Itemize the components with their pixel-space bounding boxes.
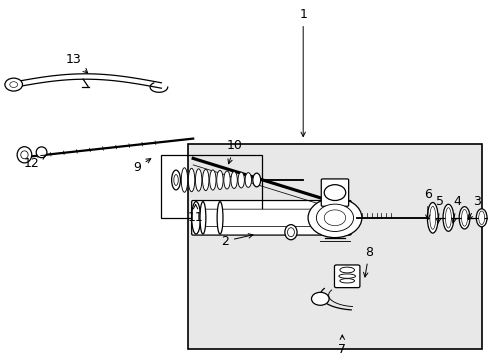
Ellipse shape (202, 170, 208, 191)
Text: 9: 9 (133, 159, 150, 174)
Ellipse shape (36, 147, 47, 158)
Ellipse shape (445, 208, 450, 228)
Ellipse shape (209, 170, 216, 190)
Text: 7: 7 (338, 335, 346, 356)
Text: 5: 5 (435, 195, 443, 223)
Ellipse shape (230, 172, 237, 189)
Ellipse shape (458, 207, 469, 229)
Ellipse shape (442, 204, 453, 231)
Ellipse shape (475, 209, 486, 227)
Circle shape (324, 210, 345, 226)
Ellipse shape (339, 279, 354, 283)
Text: 11: 11 (187, 204, 203, 224)
Circle shape (5, 78, 22, 91)
Text: 12: 12 (24, 155, 45, 170)
Bar (161, 155, 261, 218)
Ellipse shape (224, 171, 230, 189)
Circle shape (311, 292, 328, 305)
Ellipse shape (181, 168, 187, 192)
Text: 13: 13 (65, 53, 87, 73)
Ellipse shape (217, 202, 223, 234)
Ellipse shape (171, 170, 180, 190)
Ellipse shape (427, 202, 437, 233)
Ellipse shape (200, 202, 205, 234)
Ellipse shape (287, 228, 294, 237)
Ellipse shape (216, 171, 223, 189)
Ellipse shape (244, 173, 251, 188)
Ellipse shape (338, 274, 355, 278)
FancyBboxPatch shape (334, 265, 359, 288)
Circle shape (10, 82, 18, 87)
FancyBboxPatch shape (202, 209, 350, 226)
Text: 6: 6 (423, 188, 431, 219)
Text: 1: 1 (299, 8, 306, 136)
Ellipse shape (461, 210, 467, 226)
Ellipse shape (191, 202, 200, 234)
Ellipse shape (17, 147, 32, 163)
Ellipse shape (252, 173, 260, 187)
Ellipse shape (339, 267, 354, 273)
FancyBboxPatch shape (191, 201, 350, 235)
Ellipse shape (238, 172, 244, 188)
Circle shape (307, 198, 361, 238)
Ellipse shape (429, 206, 435, 229)
Circle shape (316, 204, 353, 231)
Ellipse shape (284, 225, 297, 240)
Ellipse shape (188, 168, 194, 192)
Text: 2: 2 (221, 234, 252, 248)
FancyBboxPatch shape (321, 179, 348, 206)
Ellipse shape (20, 151, 28, 159)
Bar (188, 144, 481, 349)
Ellipse shape (195, 169, 202, 191)
Text: 4: 4 (451, 195, 460, 223)
Ellipse shape (173, 175, 178, 185)
Ellipse shape (478, 211, 484, 225)
Circle shape (324, 185, 345, 201)
Text: 10: 10 (226, 139, 242, 164)
Text: 8: 8 (363, 246, 372, 277)
Text: 3: 3 (468, 195, 480, 220)
